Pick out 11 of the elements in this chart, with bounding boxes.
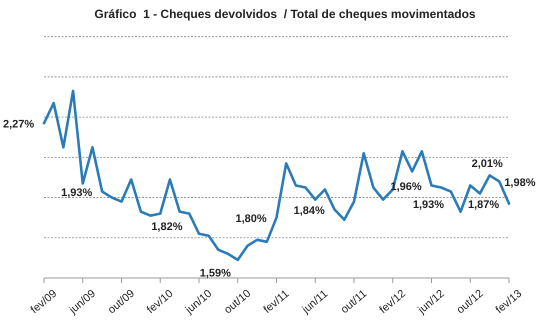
chart-title: Gráfico 1 - Cheques devolvidos / Total de cheques movimentados xyxy=(94,7,476,21)
data-label: 2,01% xyxy=(472,158,504,170)
data-label: 1,87% xyxy=(468,199,500,212)
data-label: 1,80% xyxy=(236,213,267,226)
data-label: 1,59% xyxy=(200,267,232,280)
data-label: 1,84% xyxy=(294,205,326,218)
data-label: 1,93% xyxy=(412,199,444,212)
data-label: 1,82% xyxy=(151,221,183,234)
data-label: 2,27% xyxy=(3,118,34,131)
data-label: 1,98% xyxy=(504,176,536,189)
data-label: 1,93% xyxy=(61,187,93,200)
